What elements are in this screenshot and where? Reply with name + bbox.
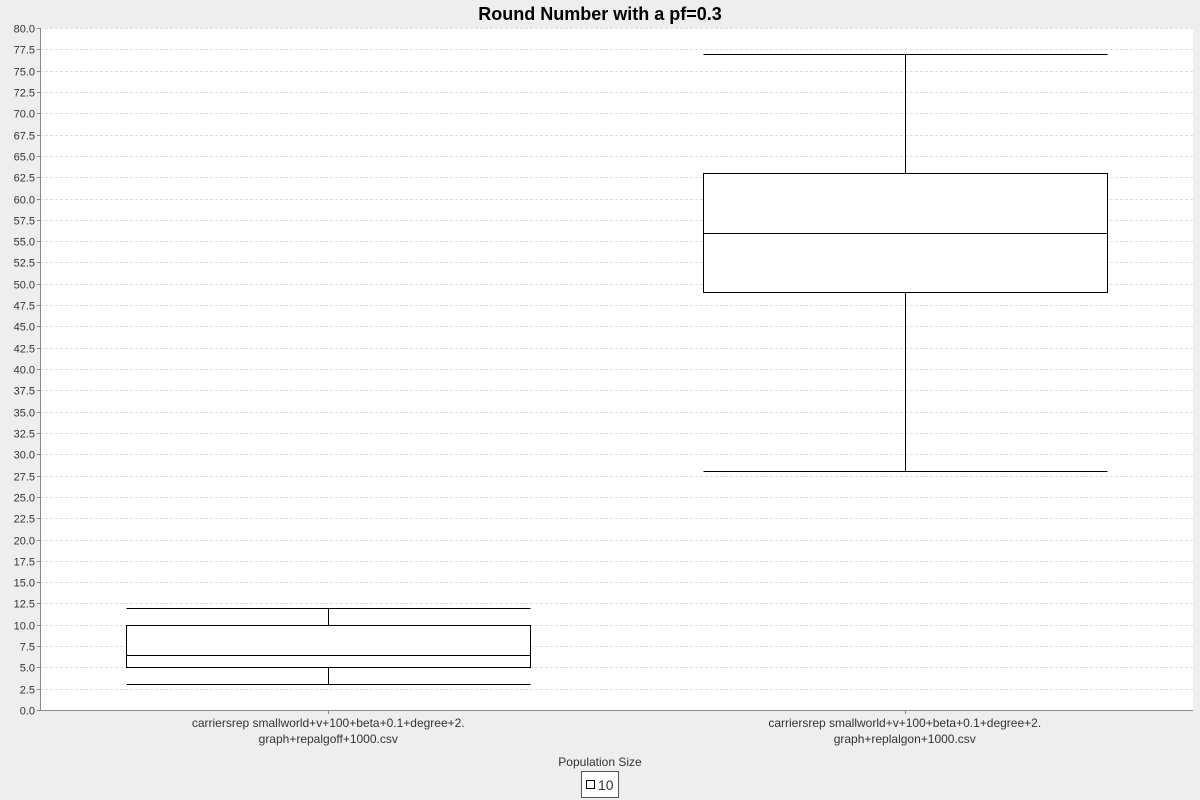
y-tick-label: 62.5: [14, 173, 35, 185]
y-tick-label: 2.5: [20, 685, 35, 697]
y-tick-label: 12.5: [14, 599, 35, 611]
legend-swatch: [586, 780, 595, 789]
iqr-box: [126, 625, 531, 668]
y-tick-label: 60.0: [14, 195, 35, 207]
y-tick-label: 17.5: [14, 557, 35, 569]
y-tick-label: 22.5: [14, 514, 35, 526]
y-tick-label: 75.0: [14, 67, 35, 79]
y-tick-label: 57.5: [14, 216, 35, 228]
y-tick-label: 15.0: [14, 578, 35, 590]
y-tick-label: 55.0: [14, 237, 35, 249]
y-tick-label: 50.0: [14, 280, 35, 292]
y-tick-label: 5.0: [20, 663, 35, 675]
y-tick-label: 65.0: [14, 152, 35, 164]
legend-item-label: 10: [598, 777, 614, 793]
y-tick-label: 32.5: [14, 429, 35, 441]
category-label: graph+replalgon+1000.csv: [834, 732, 976, 746]
y-tick-label: 7.5: [20, 642, 35, 654]
legend-title: Population Size: [558, 755, 642, 769]
x-axis-categories: carriersrep smallworld+v+100+beta+0.1+de…: [192, 710, 1041, 746]
y-tick-label: 77.5: [14, 45, 35, 57]
y-tick-label: 35.0: [14, 408, 35, 420]
y-tick-label: 37.5: [14, 386, 35, 398]
y-tick-label: 10.0: [14, 621, 35, 633]
y-tick-label: 72.5: [14, 88, 35, 100]
category-label: carriersrep smallworld+v+100+beta+0.1+de…: [768, 716, 1041, 730]
boxes: [126, 54, 1108, 685]
y-tick-label: 52.5: [14, 258, 35, 270]
category-label: carriersrep smallworld+v+100+beta+0.1+de…: [192, 716, 465, 730]
y-tick-label: 40.0: [14, 365, 35, 377]
y-tick-label: 0.0: [20, 706, 35, 718]
y-tick-label: 47.5: [14, 301, 35, 313]
y-tick-label: 45.0: [14, 322, 35, 334]
legend: 10: [581, 771, 619, 798]
y-tick-label: 70.0: [14, 109, 35, 121]
y-tick-label: 42.5: [14, 344, 35, 356]
y-tick-label: 27.5: [14, 472, 35, 484]
y-tick-label: 20.0: [14, 536, 35, 548]
y-tick-label: 30.0: [14, 450, 35, 462]
chart-title: Round Number with a pf=0.3: [478, 4, 722, 24]
axes: [40, 28, 1193, 711]
y-axis-ticks: 0.0 2.5 5.0 7.5 10.0 12.5 15.0 17.5 20.0 22.5 25.0…: [14, 24, 40, 718]
category-label: graph+repalgoff+1000.csv: [259, 732, 398, 746]
y-tick-label: 67.5: [14, 131, 35, 143]
y-tick-label: 25.0: [14, 493, 35, 505]
y-tick-label: 80.0: [14, 24, 35, 36]
